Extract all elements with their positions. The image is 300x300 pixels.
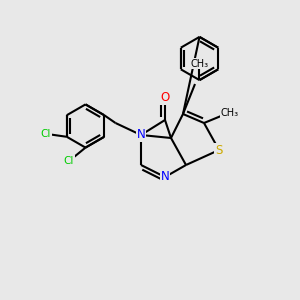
Text: N: N: [136, 128, 146, 142]
Text: O: O: [160, 91, 169, 104]
Text: CH₃: CH₃: [220, 107, 238, 118]
Text: S: S: [215, 143, 223, 157]
Text: Cl: Cl: [64, 156, 74, 166]
Text: Cl: Cl: [40, 129, 51, 139]
Text: N: N: [160, 170, 169, 184]
Text: CH₃: CH₃: [190, 58, 208, 69]
